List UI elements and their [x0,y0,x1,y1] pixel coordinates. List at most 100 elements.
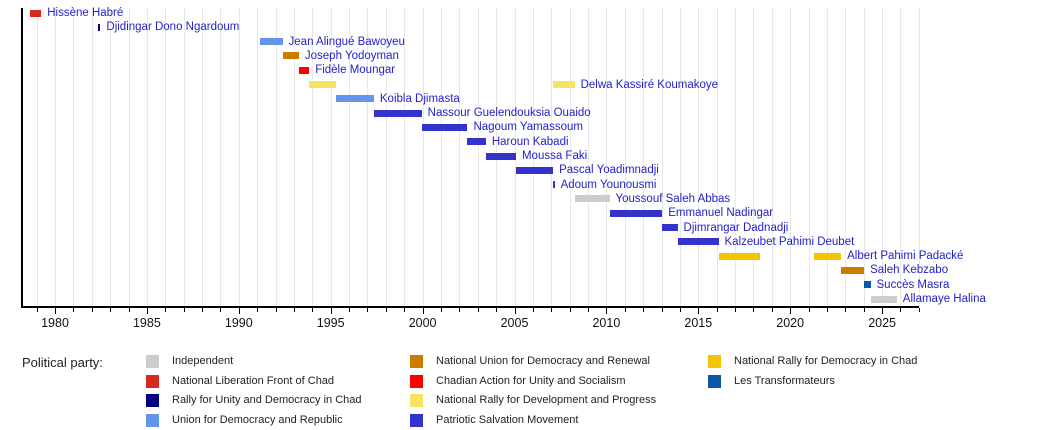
person-label[interactable]: Adoum Younousmi [560,178,657,191]
grid-line [588,8,590,306]
person-label[interactable]: Saleh Kebzabo [870,264,949,277]
legend-label: Chadian Action for Unity and Socialism [436,374,626,387]
minor-tick [643,308,645,312]
legend-swatch [146,394,159,407]
x-axis-line [21,306,919,308]
minor-tick [588,308,590,312]
grid-line [385,8,387,306]
person-label[interactable]: Fidèle Moungar [315,64,396,77]
minor-tick [183,308,185,312]
person-label[interactable]: Youssouf Saleh Abbas [615,192,731,205]
minor-tick [771,308,773,312]
legend-swatch [708,355,721,368]
axis-tick-label: 1980 [41,316,69,330]
grid-line [440,8,442,306]
major-tick [790,308,792,314]
grid-line [55,8,56,306]
legend-label: National Liberation Front of Chad [172,374,335,387]
person-label[interactable]: Albert Pahimi Padacké [847,250,964,263]
major-tick [606,308,608,314]
timeline-bar [485,152,516,160]
person-label[interactable]: Jean Alingué Bawoyeu [288,35,405,48]
grid-line [753,8,755,306]
grid-line [330,8,332,306]
person-label[interactable]: Djidingar Dono Ngardoum [106,21,240,34]
legend-swatch [146,413,159,427]
grid-line [698,8,700,306]
person-label[interactable]: Djimrangar Dadnadji [683,221,789,234]
grid-line [900,8,902,306]
person-label[interactable]: Moussa Faki [521,150,588,162]
grid-line [312,8,314,306]
minor-tick [275,308,277,312]
axis-tick-label: 2025 [868,316,896,330]
person-label[interactable]: Delwa Kassiré Koumakoye [580,78,719,91]
person-label[interactable]: Koibla Djimasta [379,92,460,105]
major-tick [330,308,332,314]
grid-line [863,8,865,306]
person-label[interactable]: Nassour Guelendouksia Ouaido [427,107,591,120]
timeline-bar [30,9,42,17]
axis-tick-label: 2005 [500,316,529,330]
legend-swatch [410,413,423,427]
person-label[interactable]: Pascal Yoadimnadji [559,164,659,177]
timeline-bar [609,209,663,217]
person-label[interactable]: Hissène Habré [47,7,124,19]
axis-tick-label: 2010 [592,316,621,330]
grid-line [275,8,277,306]
grid-line [551,8,553,306]
major-tick [146,308,148,314]
person-label[interactable]: Succès Masra [876,278,950,291]
grid-line [826,8,828,306]
axis-tick-label: 1990 [224,316,253,330]
minor-tick [440,308,442,312]
minor-tick [569,308,571,312]
minor-tick [551,308,553,312]
grid-line [845,8,847,306]
person-label[interactable]: Kalzeubet Pahimi Deubet [724,235,855,248]
person-label[interactable]: Emmanuel Nadingar [668,207,774,220]
minor-tick [845,308,847,312]
legend-label: National Rally for Democracy in Chad [734,355,918,367]
minor-tick [863,308,865,312]
grid-line [128,8,130,306]
timeline-bar [309,81,336,88]
grid-line [146,8,148,306]
timeline-bar [841,266,865,274]
grid-line [459,8,461,306]
minor-tick [918,308,920,312]
minor-tick [716,308,718,312]
grid-line [735,8,737,306]
minor-tick [735,308,737,312]
grid-line [367,8,369,306]
minor-tick [36,308,38,312]
timeline-bar [718,252,760,260]
axis-tick-label: 1995 [316,316,345,330]
minor-tick [202,308,204,312]
person-label[interactable]: Nagoum Yamassoum [473,121,583,134]
grid-line [257,8,259,306]
timeline-bar [421,123,468,131]
legend-swatch [410,394,423,407]
legend-label: National Rally for Development and Progr… [436,394,657,406]
legend-swatch [146,355,159,368]
minor-tick [73,308,75,312]
grid-line [661,8,663,306]
person-label[interactable]: Allamaye Halina [902,293,986,305]
timeline-bar [282,52,299,60]
timeline-bar [574,195,610,203]
major-tick [882,308,884,314]
minor-tick [900,308,902,312]
grid-line [679,8,681,306]
legend-label: Rally for Unity and Democracy in Chad [172,394,362,406]
person-label[interactable]: Haroun Kabadi [491,135,569,148]
grid-line [808,8,810,306]
timeline-bar [864,281,871,289]
major-tick [422,308,424,314]
grid-line [110,8,112,306]
timeline-bar [335,95,374,103]
grid-line [349,8,351,306]
person-label[interactable]: Joseph Yodoyman [304,49,399,62]
grid-line [183,8,185,306]
legend-swatch [708,374,721,388]
